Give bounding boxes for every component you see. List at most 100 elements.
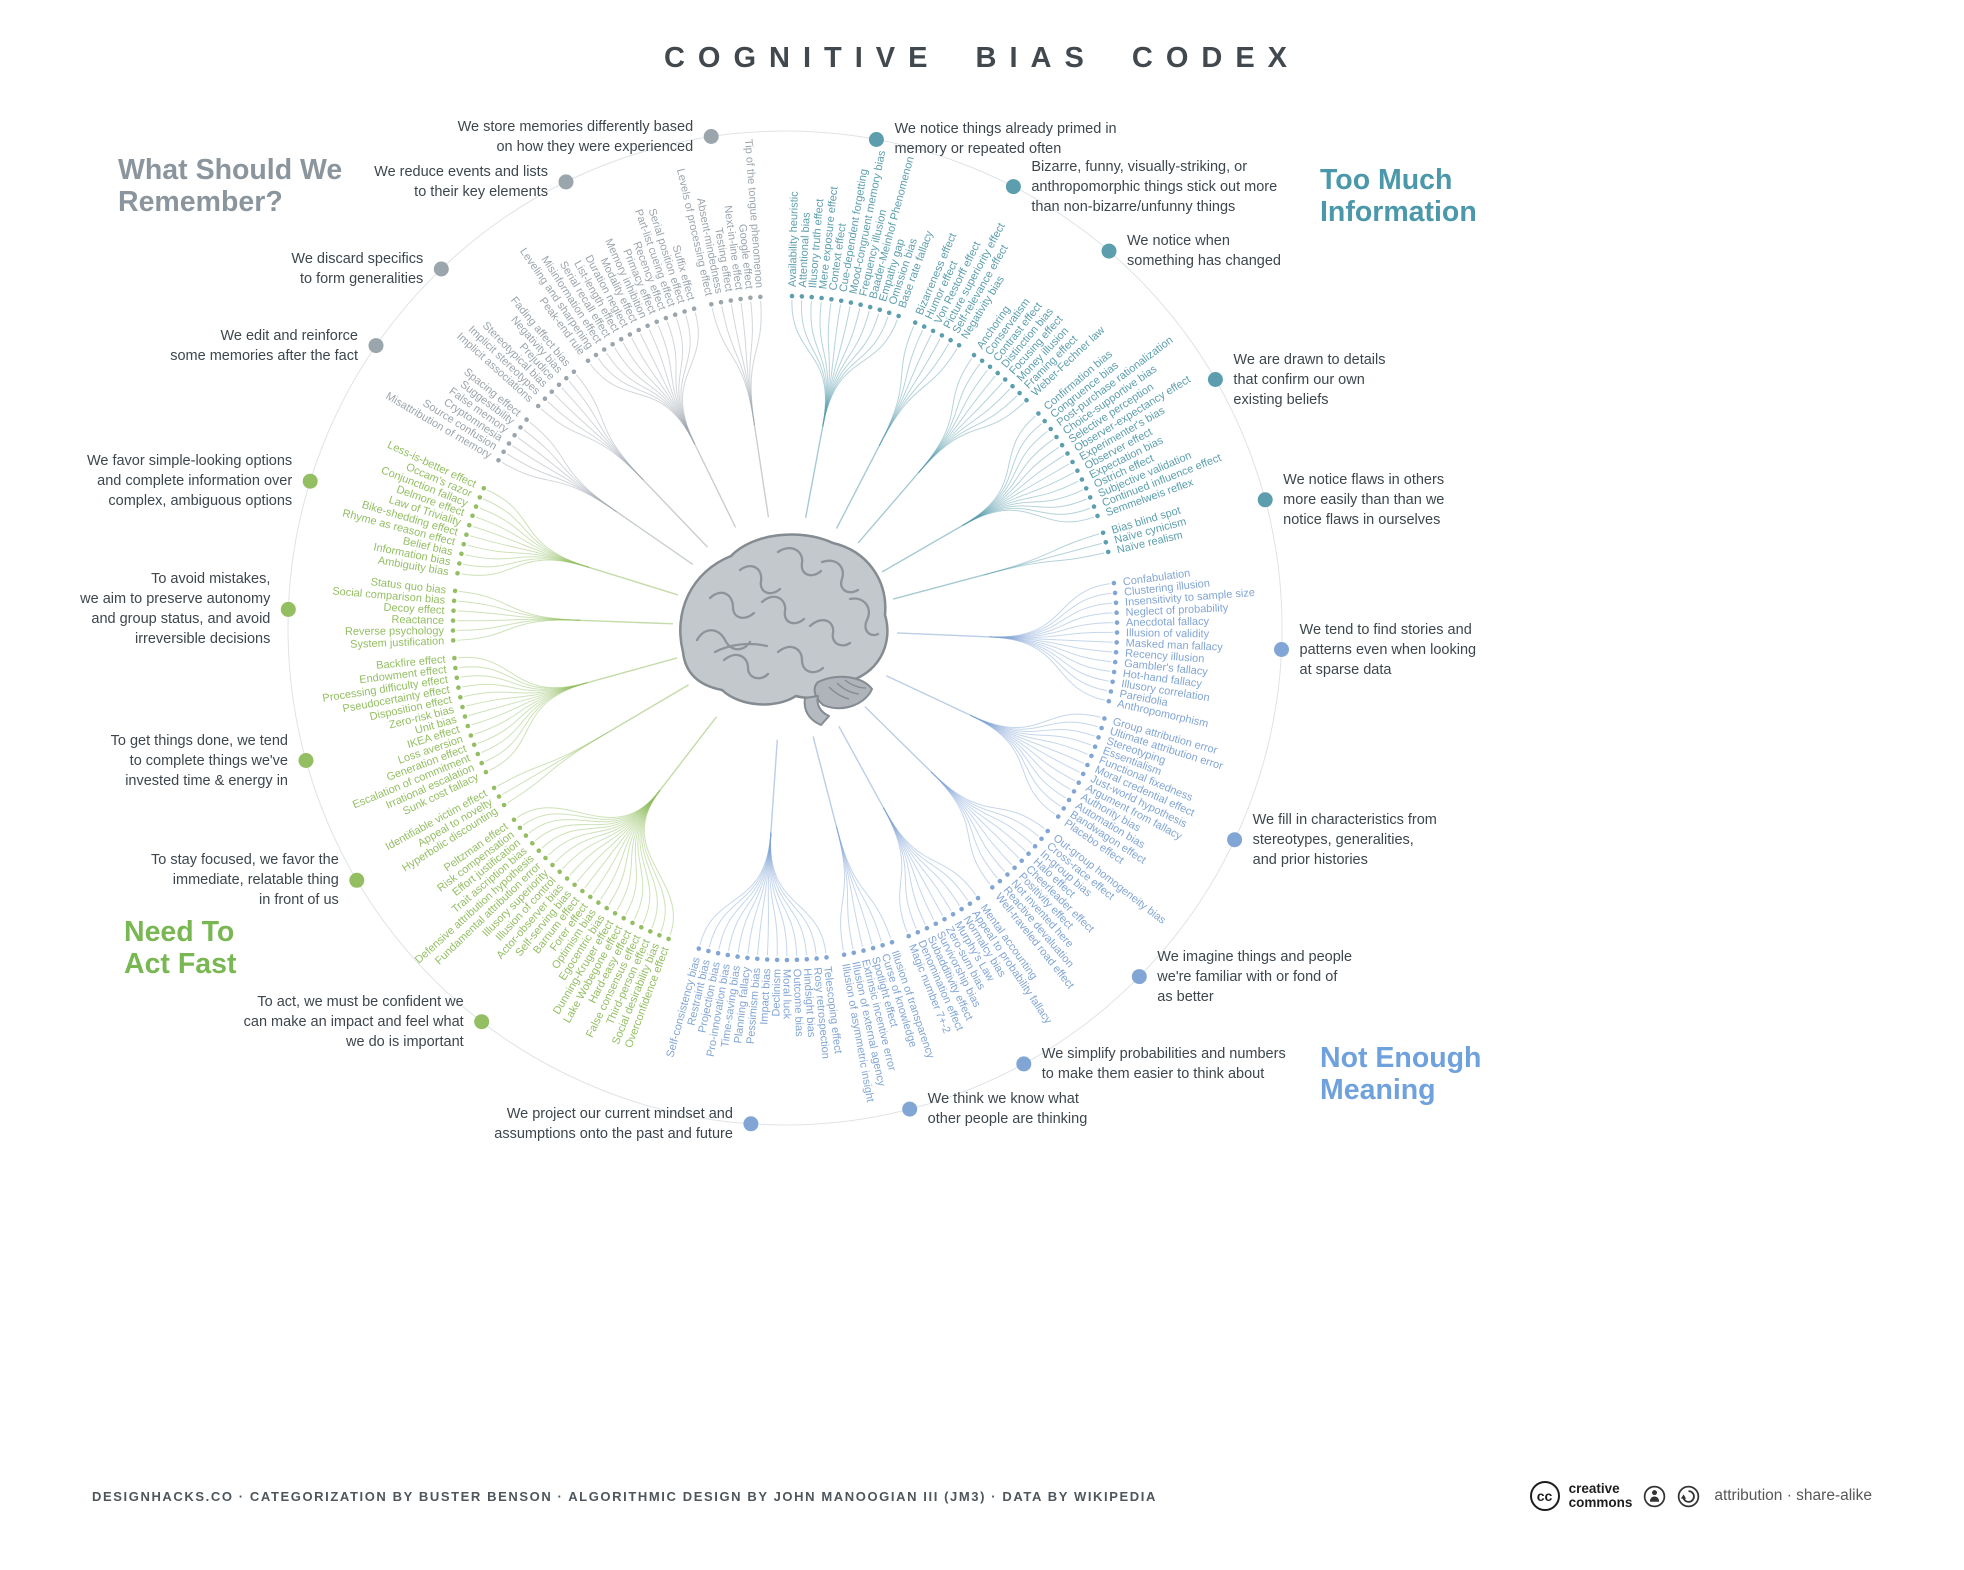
bias-dot: [924, 925, 930, 931]
bias-dot: [657, 933, 662, 938]
bias-label: Impact bias: [758, 968, 773, 1025]
bias-dot: [604, 905, 609, 911]
bias-dot: [867, 304, 873, 310]
bias-dot: [479, 760, 485, 766]
bias-dot: [1039, 836, 1044, 842]
bias-dot: [706, 948, 711, 954]
bias-label: Attentional bias: [797, 212, 813, 288]
bias-dot: [848, 300, 854, 305]
group-description: We notice things already primed in memor…: [894, 121, 1117, 158]
bias-dot: [458, 695, 463, 700]
bias-dot: [483, 769, 489, 775]
group-dot: [433, 261, 449, 277]
bias-dot: [666, 936, 671, 942]
bias-dot: [648, 929, 653, 934]
bias-dot: [1103, 540, 1109, 545]
bias-dot: [585, 358, 591, 364]
bias-dot: [870, 945, 876, 951]
bias-dot: [535, 403, 541, 409]
group-description: To avoid mistakes, we aim to preserve au…: [80, 571, 271, 648]
attribution-icon: [1644, 1485, 1666, 1507]
bias-dot: [1102, 716, 1107, 721]
group-dot: [298, 753, 314, 768]
bias-dot: [1113, 600, 1119, 606]
bias-dot: [663, 315, 669, 321]
bias-dot: [524, 417, 529, 422]
bias-dot: [841, 952, 847, 957]
bias-dot: [930, 328, 936, 334]
bias-dot: [1095, 513, 1100, 519]
bias-label: Neglect of probability: [1125, 602, 1229, 619]
bias-dot: [799, 294, 805, 299]
bias-dot: [454, 675, 460, 681]
group-dot: [302, 473, 318, 489]
bias-dot: [1096, 735, 1101, 740]
bias-dot: [715, 950, 721, 956]
bias-dot: [1075, 468, 1080, 474]
bias-dots-layer: [450, 293, 1120, 963]
bias-dot: [1100, 530, 1106, 536]
bias-dot: [1080, 771, 1086, 777]
bias-dot: [601, 347, 607, 352]
bias-dot: [829, 297, 834, 302]
group-dot: [1005, 179, 1021, 195]
quadrant-header-need-to-act-fast: Need To Act Fast: [124, 916, 237, 981]
bias-dot: [1092, 744, 1098, 749]
quadrant-header-what-should-we-remember: What Should We Remember?: [118, 154, 343, 219]
bias-dot: [511, 817, 517, 823]
bias-dot: [979, 358, 985, 364]
bias-dot: [477, 495, 483, 500]
bias-dot: [851, 950, 857, 956]
group-description: We store memories differently based on h…: [457, 118, 694, 155]
bias-dot: [819, 295, 824, 301]
poster-title: COGNITIVE BIAS CODEX: [663, 42, 1301, 74]
group-description: We reduce events and lists to their key …: [374, 163, 548, 200]
bias-dot: [459, 551, 464, 557]
bias-dot: [549, 389, 555, 395]
bias-dot: [501, 449, 506, 455]
bias-dot: [738, 296, 743, 302]
bias-dot: [1112, 659, 1118, 665]
quadrant-header-too-much-information: Too Much Information: [1320, 164, 1477, 229]
bias-dot: [639, 925, 644, 930]
bias-dot: [452, 655, 457, 661]
bias-dot: [464, 532, 469, 537]
bias-label: Declinism: [770, 969, 783, 1017]
group-dot: [280, 601, 296, 617]
bias-dot: [1079, 477, 1085, 482]
creative-commons-icon: cc: [1529, 1481, 1560, 1511]
bias-dot: [496, 458, 501, 463]
bias-dot: [682, 309, 687, 314]
bias-dot: [794, 957, 800, 963]
bias-label: Availability heuristic: [787, 191, 801, 288]
credits-text: DESIGNHACKS.CO · CATEGORIZATION BY BUSTE…: [92, 1488, 1157, 1504]
group-description: To stay focused, we favor the immediate,…: [151, 852, 339, 909]
bias-dot: [1036, 411, 1041, 416]
bias-dot: [1114, 610, 1119, 615]
group-description: We notice when something has changed: [1127, 233, 1281, 270]
bias-dot: [764, 957, 770, 962]
bias-dot: [518, 425, 523, 430]
group-dot: [1227, 832, 1243, 848]
bias-label: Hindsight bias: [801, 968, 818, 1038]
bias-dot: [939, 333, 945, 338]
bias-dot: [557, 869, 562, 875]
bias-dot: [1019, 858, 1024, 864]
bias-dot: [1106, 698, 1112, 704]
bias-dot: [1071, 789, 1077, 794]
bias-dot: [1017, 390, 1022, 396]
bias-dot: [475, 751, 481, 757]
group-description: We imagine things and people we're famil…: [1157, 948, 1353, 1005]
bias-dot: [654, 319, 659, 325]
bias-dot: [471, 742, 477, 748]
bias-dot: [1111, 669, 1117, 675]
bias-dot: [809, 294, 814, 300]
bias-dot: [709, 302, 714, 307]
bias-dot: [1114, 630, 1120, 635]
group-dot: [349, 872, 365, 888]
bias-dot: [1112, 590, 1118, 596]
bias-dot: [784, 957, 790, 963]
bias-label: Recency illusion: [1125, 648, 1205, 666]
